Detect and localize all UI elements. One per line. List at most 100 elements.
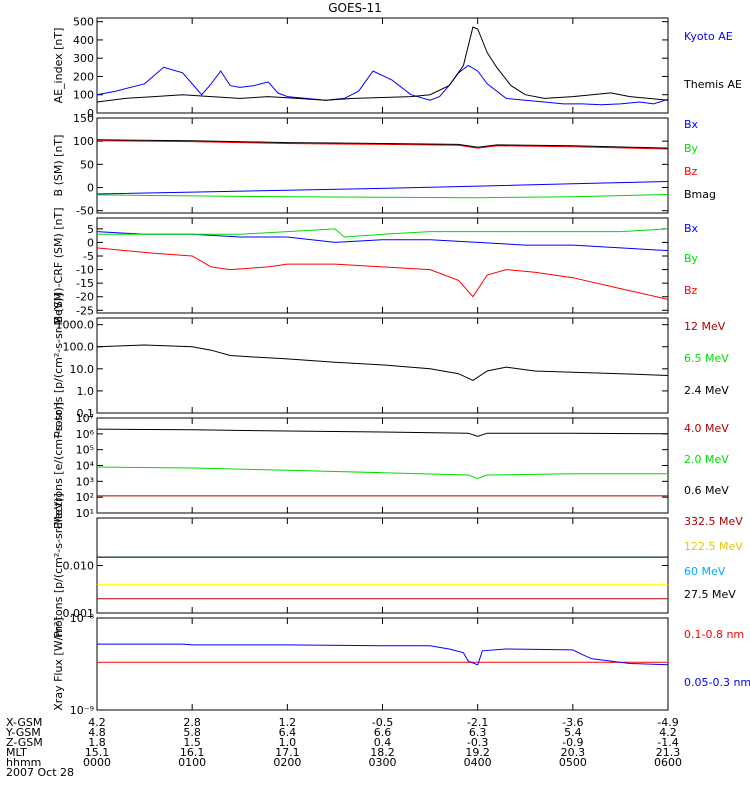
legend-label: By (684, 142, 699, 155)
ephemeris-value: 0400 (464, 756, 492, 769)
y-tick-label: 0 (87, 182, 94, 195)
legend-label: Bmag (684, 188, 716, 201)
footer-ephemeris: X-GSM 4.2 2.8 1.2 -0.5 -2.1 -3.6 -4.9 Y-GSM 4.8 5.… (5, 716, 682, 779)
series-line-bz (96, 247, 669, 300)
y-tick-label: -25 (76, 304, 94, 317)
panel-1: 0 100 200 300 400 500 AE_index [nT] Kyoto AE The… (52, 16, 742, 120)
y-tick-label: 1.0 (77, 385, 95, 398)
y-tick-label: -50 (76, 205, 94, 218)
panel-frame (96, 17, 669, 114)
ephemeris-value: 1.0 (279, 736, 297, 749)
legend-label: Themis AE (683, 78, 742, 91)
ephemeris-row-label: Z-GSM (6, 736, 43, 749)
ephemeris-value: -1.4 (657, 736, 678, 749)
y-axis-label: Xray Flux [W/m²] (52, 617, 65, 710)
ephemeris-value: -2.1 (467, 716, 488, 729)
series-line-2-0-mev (96, 466, 668, 480)
ephemeris-row-label: Y-GSM (5, 726, 41, 739)
series-line-themis-ae (96, 26, 669, 103)
series-line-by (96, 194, 669, 199)
y-tick-label: 400 (73, 34, 94, 47)
ephemeris-value: 21.3 (656, 746, 681, 759)
y-tick-label: 100 (73, 89, 94, 102)
y-tick-label: 0 (87, 236, 94, 249)
y-tick-label: 10⁻⁹ (70, 704, 94, 717)
y-tick-label: -15 (76, 277, 94, 290)
panel-7: 10⁻⁹ 10⁻⁸ Xray Flux [W/m²] 0.1-0.8 nm 0.05-0… (52, 612, 750, 717)
legend-label: 0.1-0.8 nm (684, 628, 744, 641)
ephemeris-value: -0.5 (372, 716, 393, 729)
y-tick-label: 150 (73, 112, 94, 125)
y-axis-label: B (SM) [nT] (52, 135, 65, 197)
ephemeris-value: -3.6 (562, 716, 583, 729)
y-tick-label: 0.001 (63, 607, 95, 620)
ephemeris-value: -0.9 (562, 736, 583, 749)
ephemeris-row-label: hhmm (6, 756, 41, 769)
legend-label: Bx (684, 118, 699, 131)
y-tick-label: 10³ (76, 475, 94, 488)
ephemeris-row-label: MLT (6, 746, 27, 759)
ephemeris-value: 1.5 (183, 736, 201, 749)
legend-label: Bz (684, 284, 698, 297)
legend-label: 27.5 MeV (684, 588, 736, 601)
ephemeris-value: 0100 (178, 756, 206, 769)
ephemeris-value: 4.2 (88, 716, 106, 729)
legend-label: 2.4 MeV (684, 384, 729, 397)
series-line-bx (96, 181, 669, 195)
y-tick-label: 100.0 (63, 341, 95, 354)
ephemeris-value: 15.1 (85, 746, 110, 759)
panel-frame (96, 617, 669, 711)
y-tick-label: 10² (76, 491, 94, 504)
legend-label: 122.5 MeV (684, 540, 743, 553)
y-tick-label: 100 (73, 135, 94, 148)
series-line-by (97, 228, 669, 238)
y-tick-label: 200 (73, 70, 94, 83)
ephemeris-value: 5.8 (183, 726, 201, 739)
panel-5: 10¹ 10² 10³ 10⁴ 10⁵ 10⁶ 10⁷ Electrons [e/(cm²-s… (52, 402, 729, 529)
ephemeris-value: 0200 (273, 756, 301, 769)
y-axis-label: AE_index [nT] (52, 28, 65, 104)
series-line-bz (96, 140, 669, 150)
ephemeris-value: 0.4 (374, 736, 392, 749)
series-line-kyoto-ae (96, 64, 669, 106)
panel-frame (96, 217, 669, 314)
panel-frame (96, 317, 669, 414)
legend-label: By (684, 252, 699, 265)
y-tick-label: 10.0 (70, 363, 95, 376)
ephemeris-value: 4.2 (659, 726, 677, 739)
legend-label: Kyoto AE (684, 30, 733, 43)
ephemeris-value: -4.9 (657, 716, 678, 729)
ephemeris-value: 0000 (83, 756, 111, 769)
ephemeris-value: 4.8 (88, 726, 106, 739)
ephemeris-value: 1.8 (88, 736, 106, 749)
y-axis-label: B (SM)-CRF (SM) [nT] (52, 207, 65, 323)
y-tick-label: 50 (80, 158, 94, 171)
ephemeris-value: 0600 (654, 756, 682, 769)
y-tick-label: -5 (83, 250, 94, 263)
ephemeris-value: 0300 (369, 756, 397, 769)
series-line-bmag (96, 139, 669, 149)
ephemeris-value: 1.2 (279, 716, 297, 729)
y-tick-label: 10⁻⁸ (70, 612, 95, 625)
y-tick-label: 10⁵ (76, 444, 94, 457)
y-tick-label: 10⁴ (76, 460, 95, 473)
y-tick-label: 5 (87, 223, 94, 236)
legend-label: 60 MeV (684, 565, 726, 578)
ephemeris-value: -0.3 (467, 736, 488, 749)
series-line-0-6-mev (96, 428, 669, 437)
y-tick-label: -10 (76, 264, 94, 277)
y-tick-label: 0.010 (63, 560, 95, 573)
y-axis-label: Protons [p/(cm²-s-sr-MeV)] (52, 293, 65, 438)
ephemeris-value: 6.6 (374, 726, 392, 739)
ephemeris-value: 17.1 (275, 746, 300, 759)
ephemeris-value: 16.1 (180, 746, 205, 759)
y-tick-label: 500 (73, 16, 94, 29)
ephemeris-value: 6.3 (469, 726, 487, 739)
panel-2: -50 0 50 100 150 B (SM) [nT] Bx By Bz Bmag (52, 112, 716, 218)
series-line-2-4-mev (96, 344, 669, 381)
ephemeris-value: 19.2 (465, 746, 490, 759)
ephemeris-value: 2.8 (183, 716, 201, 729)
